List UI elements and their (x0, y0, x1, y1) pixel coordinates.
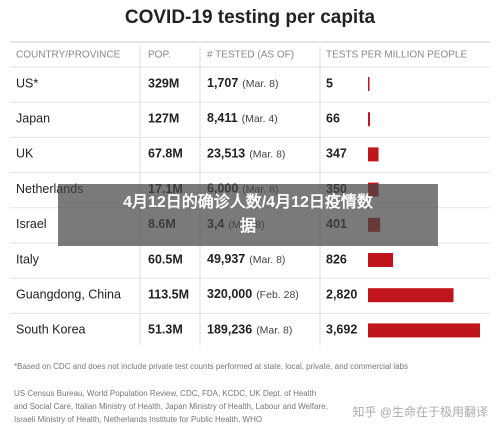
footnote: *Based on CDC and does not include priva… (14, 362, 408, 371)
population: 329M (148, 76, 179, 90)
overlay-band (58, 184, 438, 246)
population: 51.3M (148, 323, 183, 337)
as-of-date: (Mar. 4) (242, 113, 278, 125)
country: Israel (16, 217, 47, 231)
tested-count: 8,411 (207, 111, 238, 125)
bar (368, 288, 454, 303)
tested: 23,513 (Mar. 8) (207, 147, 285, 161)
bar (368, 77, 370, 91)
tested-count: 320,000 (207, 287, 252, 301)
tested: 8,411 (Mar. 4) (207, 111, 278, 125)
source-line: US Census Bureau, World Population Revie… (14, 389, 316, 398)
column-header: # TESTED (AS OF) (207, 50, 294, 61)
as-of-date: (Mar. 8) (249, 254, 285, 266)
as-of-date: (Feb. 28) (256, 289, 299, 301)
tests-per-million: 826 (326, 252, 347, 266)
country: UK (16, 147, 34, 161)
tested: 189,236 (Mar. 8) (207, 323, 292, 337)
column-header: POP. (148, 50, 171, 61)
tested-count: 23,513 (207, 147, 245, 161)
watermark: 知乎 @生命在于极用翻译 (352, 404, 488, 419)
as-of-date: (Mar. 8) (249, 148, 285, 160)
tests-per-million: 2,820 (326, 287, 357, 301)
country: Italy (16, 252, 40, 266)
population: 127M (148, 111, 179, 125)
tests-per-million: 66 (326, 111, 340, 125)
tests-per-million: 3,692 (326, 323, 357, 337)
bar (368, 147, 379, 162)
as-of-date: (Mar. 8) (256, 324, 292, 336)
country: US* (16, 76, 38, 90)
as-of-date: (Mar. 8) (242, 78, 278, 90)
bar (368, 323, 480, 338)
source-line: and Social Care, Italian Ministry of Hea… (14, 402, 328, 411)
overlay-text: 4月12日的确诊人数/4月12日疫情数 (123, 192, 374, 211)
tested: 320,000 (Feb. 28) (207, 287, 299, 301)
population: 67.8M (148, 147, 183, 161)
country: Japan (16, 111, 50, 125)
tested-count: 189,236 (207, 323, 252, 337)
tested-count: 49,937 (207, 252, 245, 266)
source-line: Israeli Ministry of Health, Netherlands … (14, 415, 262, 424)
title: COVID-19 testing per capita (125, 7, 376, 28)
column-header: COUNTRY/PROVINCE (16, 50, 121, 61)
tested: 49,937 (Mar. 8) (207, 252, 285, 266)
population: 113.5M (148, 287, 189, 301)
population: 60.5M (148, 252, 183, 266)
overlay-text: 据 (240, 216, 256, 235)
tested-count: 1,707 (207, 76, 238, 90)
bar (368, 253, 394, 267)
tests-per-million: 347 (326, 147, 347, 161)
column-header: TESTS PER MILLION PEOPLE (326, 50, 467, 61)
tests-per-million: 5 (326, 76, 333, 90)
bar (368, 112, 371, 127)
country: South Korea (16, 323, 86, 337)
tested: 1,707 (Mar. 8) (207, 76, 278, 90)
country: Guangdong, China (16, 287, 121, 301)
